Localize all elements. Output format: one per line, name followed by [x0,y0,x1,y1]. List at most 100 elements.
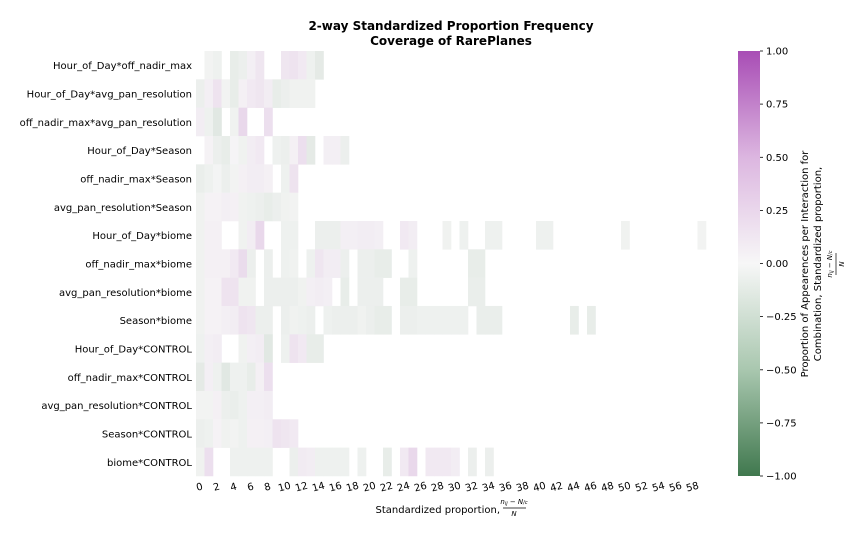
heatmap-cell [536,220,545,250]
heatmap-cell [196,249,205,278]
colorbar-tick-label: 0.00 [766,259,788,270]
heatmap-cell [289,249,299,278]
heatmap-cell [374,220,384,250]
heatmap-cell [485,305,494,335]
heatmap-cell [281,79,290,108]
heatmap-cell [357,277,367,307]
heatmap-cell [298,447,307,477]
heatmap-cell [255,362,265,392]
heatmap-cell [281,135,290,165]
x-tick-label: 14 [311,481,326,495]
heatmap-cell [357,447,367,477]
heatmap-cell [196,305,205,335]
heatmap-cell [374,305,384,335]
colorbar-tick-label: 0.75 [766,100,788,111]
heatmap-cell [247,51,256,80]
colorbar-label: Proportion of Appearences per Interactio… [800,150,846,378]
heatmap-cell [247,305,256,335]
heatmap-cell [204,390,214,420]
colorbar-label-math-num: nij − N/c [826,250,835,277]
heatmap-cell [196,447,205,477]
heatmap-cell [213,277,222,307]
heatmap-cell [230,164,239,193]
heatmap-cell [281,51,290,80]
heatmap-cell [221,164,231,193]
heatmap-cell [306,249,316,278]
heatmap-cell [238,419,248,448]
heatmap-cell [221,79,231,108]
heatmap-cell [264,390,273,420]
heatmap-cell [272,79,282,108]
colorbar-tick-label: 1.00 [766,47,788,58]
heatmap-cell [289,305,299,335]
x-tick-label: 32 [464,481,479,495]
heatmap-cell [247,334,256,363]
chart-title-line1: 2-way Standardized Proportion Frequency [308,19,593,33]
x-axis-label-text: Standardized proportion, [376,505,500,516]
heatmap-cell [238,447,248,477]
heatmap-cell [230,362,239,392]
x-axis-label-math-num: nij − N/c [500,498,527,507]
y-tick-label: Hour_of_Day*avg_pan_resolution [27,90,192,101]
heatmap-cell [400,447,409,477]
heatmap-cell [366,305,375,335]
heatmap-cell [289,51,299,80]
heatmap-cell [196,277,205,307]
heatmap-cell [493,220,503,250]
chart-title-line2: Coverage of RarePlanes [370,34,532,48]
heatmap-cell [281,419,290,448]
heatmap-cell [213,419,222,448]
heatmap-cell [238,164,248,193]
heatmap-cell [238,334,248,363]
x-tick-label: 56 [668,481,683,495]
heatmap-cell [238,51,248,80]
heatmap-cell [213,79,222,108]
heatmap-cell [255,419,265,448]
colorbar-ticks: 1.00 0.75 0.50 0.25 0.00 −0.25 −0.50 −0.75 −1.00 [760,47,797,483]
heatmap-cell [204,277,214,307]
x-axis-label-math: nij − N/c N [500,498,527,518]
heatmap-cell [306,334,316,363]
heatmap-cell [230,305,239,335]
y-tick-label: Hour_of_Day*CONTROL [75,345,193,356]
x-tick-label: 34 [481,481,496,495]
x-tick-label: 20 [362,481,377,495]
heatmap-cell [196,362,205,392]
heatmap-cell [408,277,418,307]
heatmap-cell [238,249,248,278]
heatmap-cell [425,447,435,477]
heatmap-cell [289,135,299,165]
x-tick-label: 50 [617,481,632,495]
heatmap-cell [272,135,282,165]
heatmap-cell [281,249,290,278]
heatmap-cell [281,334,290,363]
heatmap-cell [238,277,248,307]
heatmap-cell [221,249,231,278]
heatmap-cell [340,277,350,307]
heatmap-cell [230,249,239,278]
heatmap-cell [306,79,316,108]
x-tick-label: 16 [328,481,343,495]
heatmap-cell [213,135,222,165]
heatmap-cell [213,107,222,137]
heatmap-cell [298,334,307,363]
heatmap-cell [264,79,273,108]
heatmap-cell [400,220,409,250]
heatmap-cell [332,135,341,165]
heatmap-cell [196,334,205,363]
colorbar-label-math: nij − N/c N [826,250,846,277]
heatmap-cell [264,447,273,477]
heatmap-cell [281,220,290,250]
heatmap-cell [306,51,316,80]
heatmap-cell [255,79,265,108]
heatmap-cell [451,305,460,335]
heatmap-cell [221,390,231,420]
heatmap-cell [332,305,341,335]
heatmap-cell [196,220,205,250]
heatmap-cell [298,51,307,80]
heatmap-cell [213,249,222,278]
heatmap-cell [247,220,256,250]
heatmap-cell [221,419,231,448]
x-tick-label: 28 [430,481,445,495]
